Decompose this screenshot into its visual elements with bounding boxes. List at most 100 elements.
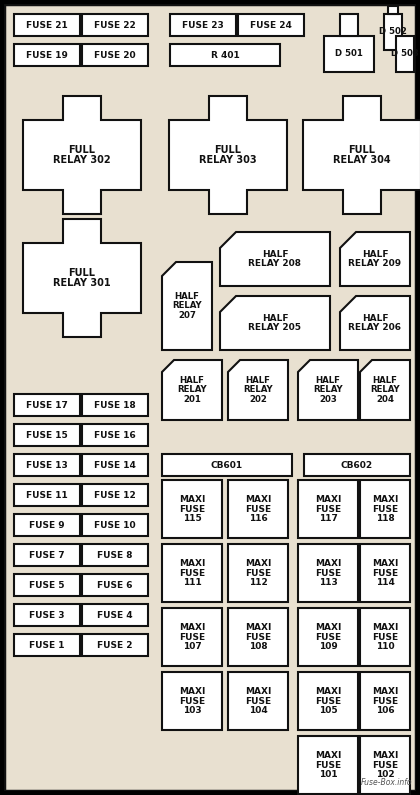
Text: MAXI
FUSE
113: MAXI FUSE 113 [315,559,341,588]
Bar [360,672,410,730]
Bar [170,44,280,66]
Text: MAXI
FUSE
101: MAXI FUSE 101 [315,750,341,779]
Text: FULL
RELAY 302: FULL RELAY 302 [53,145,111,165]
Bar [360,608,410,666]
Text: D 502: D 502 [379,28,407,37]
Bar [304,454,410,476]
Bar [14,44,80,66]
Bar [360,736,410,794]
Polygon shape [228,360,288,420]
Bar [14,544,80,566]
Text: MAXI
FUSE
107: MAXI FUSE 107 [179,622,205,651]
Text: MAXI
FUSE
106: MAXI FUSE 106 [372,687,398,716]
Text: FUSE 2: FUSE 2 [97,641,133,650]
Bar [360,544,410,602]
Bar [384,14,402,50]
Text: FUSE 13: FUSE 13 [26,460,68,470]
Polygon shape [303,96,420,214]
Text: CB601: CB601 [211,460,243,470]
Bar [388,6,398,14]
Text: MAXI
FUSE
111: MAXI FUSE 111 [179,559,205,588]
Text: FUSE 17: FUSE 17 [26,401,68,409]
Bar [82,514,148,536]
Text: FUSE 1: FUSE 1 [29,641,65,650]
Text: MAXI
FUSE
108: MAXI FUSE 108 [245,622,271,651]
Polygon shape [23,96,141,214]
Text: FUSE 8: FUSE 8 [97,550,133,560]
Text: FUSE 7: FUSE 7 [29,550,65,560]
Text: HALF
RELAY 205: HALF RELAY 205 [249,314,302,332]
Bar [298,544,358,602]
Bar [228,544,288,602]
Bar [298,672,358,730]
Text: FUSE 18: FUSE 18 [94,401,136,409]
Polygon shape [220,232,330,286]
Bar [162,454,292,476]
Text: FUSE 10: FUSE 10 [94,521,136,529]
Text: HALF
RELAY 206: HALF RELAY 206 [349,314,402,332]
Text: MAXI
FUSE
102: MAXI FUSE 102 [372,750,398,779]
Polygon shape [162,360,222,420]
Text: R 401: R 401 [210,51,239,60]
Text: MAXI
FUSE
110: MAXI FUSE 110 [372,622,398,651]
Text: D 501: D 501 [335,49,363,59]
Bar [14,514,80,536]
Bar [82,44,148,66]
Bar [228,672,288,730]
Polygon shape [220,296,330,350]
Bar [14,574,80,596]
Bar [82,14,148,36]
Bar [14,14,80,36]
Bar [14,454,80,476]
Bar [162,608,222,666]
Bar [82,634,148,656]
Text: FUSE 9: FUSE 9 [29,521,65,529]
Text: MAXI
FUSE
112: MAXI FUSE 112 [245,559,271,588]
Bar [162,544,222,602]
Polygon shape [360,360,410,420]
Text: MAXI
FUSE
118: MAXI FUSE 118 [372,494,398,523]
Text: FUSE 22: FUSE 22 [94,21,136,29]
Bar [170,14,236,36]
Bar [162,480,222,538]
Bar [228,480,288,538]
Text: HALF
RELAY 208: HALF RELAY 208 [249,250,302,269]
Text: HALF
RELAY
207: HALF RELAY 207 [172,292,202,320]
Bar [324,36,374,72]
Bar [298,736,358,794]
Text: Fuse-Box.info: Fuse-Box.info [360,778,412,787]
Text: MAXI
FUSE
117: MAXI FUSE 117 [315,494,341,523]
Bar [14,634,80,656]
Bar [82,604,148,626]
Bar [162,672,222,730]
Bar [396,36,414,72]
Text: HALF
RELAY 209: HALF RELAY 209 [349,250,402,269]
Text: FULL
RELAY 303: FULL RELAY 303 [199,145,257,165]
Text: MAXI
FUSE
103: MAXI FUSE 103 [179,687,205,716]
Text: FUSE 21: FUSE 21 [26,21,68,29]
Bar [82,394,148,416]
Bar [14,424,80,446]
Text: MAXI
FUSE
109: MAXI FUSE 109 [315,622,341,651]
Text: HALF
RELAY
202: HALF RELAY 202 [243,376,273,404]
Polygon shape [162,262,212,350]
Text: FUSE 12: FUSE 12 [94,491,136,499]
Polygon shape [298,360,358,420]
Text: FUSE 24: FUSE 24 [250,21,292,29]
Bar [14,394,80,416]
Text: HALF
RELAY
204: HALF RELAY 204 [370,376,400,404]
Bar [298,480,358,538]
Bar [82,484,148,506]
Text: HALF
RELAY
203: HALF RELAY 203 [313,376,343,404]
Bar [14,604,80,626]
Text: FULL
RELAY 304: FULL RELAY 304 [333,145,391,165]
Text: FUSE 4: FUSE 4 [97,611,133,619]
Text: FUSE 16: FUSE 16 [94,431,136,440]
Bar [82,544,148,566]
Text: FUSE 15: FUSE 15 [26,431,68,440]
Text: CB602: CB602 [341,460,373,470]
Text: MAXI
FUSE
114: MAXI FUSE 114 [372,559,398,588]
Text: HALF
RELAY
201: HALF RELAY 201 [177,376,207,404]
Polygon shape [340,232,410,286]
Text: MAXI
FUSE
105: MAXI FUSE 105 [315,687,341,716]
